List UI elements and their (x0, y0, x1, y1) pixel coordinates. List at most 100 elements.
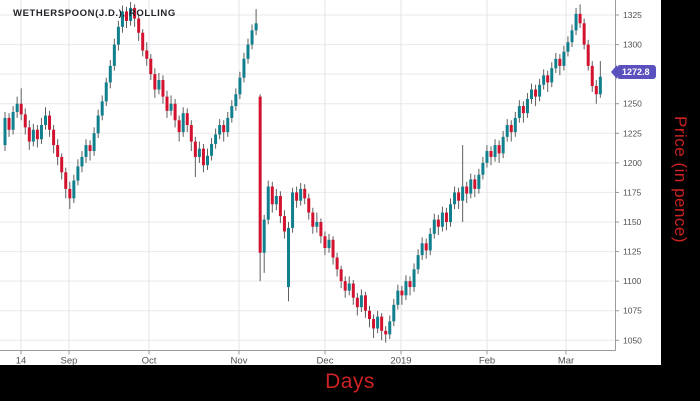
y-axis-label: Price (in pence) (671, 116, 690, 244)
candle-body (72, 180, 76, 199)
candle-body (15, 103, 19, 112)
candle-body (457, 192, 461, 201)
candle-body (76, 166, 80, 181)
candle-body (80, 156, 84, 167)
candle-body (56, 145, 60, 157)
candle-body (396, 290, 400, 305)
candle-body (392, 304, 396, 322)
candle-body (92, 133, 96, 152)
x-tick-label: 14 (16, 356, 27, 367)
candle-body (440, 212, 444, 227)
candle-body (327, 239, 331, 249)
candle-body (493, 145, 497, 157)
candle-body (145, 50, 149, 59)
chart-title: WETHERSPOON(J.D.), ROLLING (13, 8, 176, 19)
candle-body (125, 11, 128, 21)
candle-body (376, 316, 380, 329)
candle-body (169, 103, 173, 111)
candle-body (299, 188, 303, 201)
candle-body (404, 281, 408, 296)
candle-body (598, 76, 602, 95)
candle-body (141, 32, 145, 51)
candle-body (19, 103, 23, 115)
candle-body (278, 195, 282, 217)
candle-body (323, 236, 327, 249)
candle-body (88, 145, 92, 152)
candle-body (432, 219, 436, 234)
y-tick-label: 1325 (623, 10, 642, 20)
x-axis-label: Days (325, 370, 375, 393)
candle-body (469, 179, 473, 194)
candle-body (222, 125, 226, 133)
x-tick-label: Mar (558, 356, 574, 367)
candle-body (558, 58, 562, 66)
candle-body (104, 82, 108, 102)
candle-body (372, 319, 376, 329)
y-tick-label: 1250 (623, 99, 642, 109)
candle-body (120, 11, 124, 27)
candle-body (501, 136, 505, 154)
candle-body (238, 77, 242, 95)
candle-body (254, 23, 258, 31)
candle-body (295, 192, 299, 201)
candle-body (112, 44, 116, 66)
candle-body (197, 148, 201, 157)
candle-body (586, 44, 590, 66)
candle-body (31, 129, 35, 142)
candle-body (538, 84, 542, 97)
candle-body (226, 117, 230, 133)
candle-body (388, 321, 392, 335)
x-tick-label: Dec (317, 356, 334, 367)
candle-body (546, 75, 550, 83)
candle-body (44, 115, 47, 126)
y-tick-label: 1225 (623, 128, 642, 138)
candle-body (582, 23, 586, 45)
candle-body (287, 227, 290, 288)
candle-body (181, 113, 185, 133)
candle-body (193, 141, 197, 157)
x-tick-label: Feb (479, 356, 495, 367)
candle-body (7, 117, 11, 130)
y-tick-label: 1200 (623, 158, 642, 168)
candle-body (108, 65, 112, 83)
candle-body (534, 89, 538, 97)
candle-body (52, 129, 56, 146)
candle-body (270, 186, 274, 205)
candle-body (412, 269, 416, 288)
candle-body (400, 290, 404, 296)
candle-body (570, 30, 574, 43)
candle-body (303, 188, 307, 199)
candle-body (359, 295, 363, 308)
candle-body (461, 186, 465, 201)
candle-body (505, 125, 509, 137)
candle-body (319, 222, 323, 237)
candle-body (23, 114, 27, 128)
candle-body (185, 113, 189, 126)
candle-body (481, 162, 485, 175)
candle-body (420, 243, 424, 256)
candle-body (355, 297, 359, 308)
candle-body (436, 219, 440, 227)
y-tick-label: 1075 (623, 306, 642, 316)
candle-body (339, 269, 343, 282)
candle-body (177, 120, 181, 133)
candle-body (566, 42, 570, 52)
candle-body (453, 192, 457, 205)
candle-body (210, 143, 214, 156)
candle-body (343, 281, 347, 291)
candle-body (64, 172, 68, 189)
candle-body (214, 134, 218, 144)
candle-body (444, 212, 448, 223)
candle-body (157, 80, 161, 90)
candle-body (262, 219, 266, 253)
candle-body (116, 26, 120, 45)
candle-body (473, 179, 477, 189)
candle-body (347, 283, 351, 291)
candle-body (363, 295, 367, 311)
candle-body (84, 145, 88, 157)
candle-body (562, 51, 566, 66)
candle-body (68, 188, 72, 199)
candle-body (250, 30, 254, 45)
candle-body (100, 101, 104, 116)
